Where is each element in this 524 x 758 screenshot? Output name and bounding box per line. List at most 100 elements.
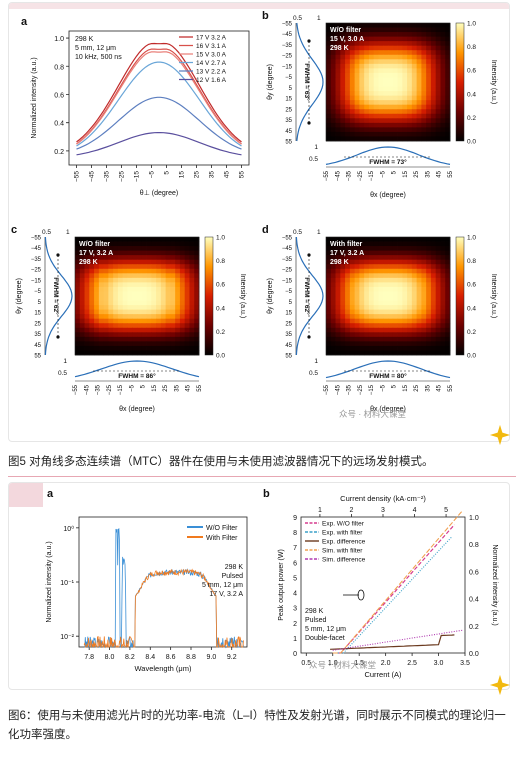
heatmap-cell (435, 336, 441, 342)
heatmap-cell (373, 264, 379, 270)
heatmap-cell (84, 327, 90, 333)
heatmap-cell (411, 327, 418, 333)
heatmap-cell (189, 314, 195, 320)
heatmap-cell (84, 318, 90, 324)
heatmap-cell (445, 63, 451, 69)
heatmap-cell (440, 95, 446, 101)
heatmap-cell (421, 268, 427, 274)
heatmap-cell (440, 72, 446, 78)
heatmap-cell (330, 296, 336, 301)
heatmap-cell (94, 318, 100, 324)
heatmap-cell (416, 341, 422, 347)
heatmap-cell (137, 314, 143, 320)
spectrum-ylabel: Normalized intensity (a.u.) (46, 541, 53, 622)
heatmap-cell (359, 305, 365, 311)
heatmap-cell (94, 305, 100, 311)
heatmap-cell (354, 246, 360, 252)
heatmap-cell (349, 345, 356, 351)
heatmap-cell (175, 282, 181, 288)
heatmap-cell (440, 23, 446, 28)
heatmap-cell (392, 268, 398, 274)
heatmap-cell (345, 100, 351, 106)
heatmap-cell (345, 264, 351, 270)
heatmap-cell (430, 268, 437, 274)
heatmap-cell (326, 277, 332, 283)
heatmap-cell (326, 131, 332, 137)
heatmap-cell (426, 259, 432, 265)
heatmap-cell (137, 282, 143, 288)
heatmap-cell (137, 264, 143, 270)
heatmap-cell (407, 36, 413, 42)
heatmap-cell (141, 296, 147, 301)
heatmap-cell (364, 100, 370, 106)
heatmap-cell (435, 268, 441, 274)
heatmap-cell (335, 336, 341, 342)
heatmap-cell (392, 300, 398, 306)
heatmap-cell (330, 309, 336, 315)
heatmap-cell (397, 131, 403, 137)
heatmap-cell (340, 86, 346, 92)
heatmap-cell (194, 309, 200, 315)
heatmap-cell (440, 104, 446, 110)
bottom-profile-tick-label: 1 (314, 358, 318, 365)
heatmap-cell (426, 291, 432, 297)
heatmap-cell (326, 91, 332, 97)
heatmap-cell (184, 250, 190, 256)
heatmap-cell (340, 296, 346, 301)
heatmap-cell (127, 273, 133, 279)
heatmap-cell (435, 95, 441, 101)
heatmap-cell (179, 264, 186, 270)
heatmap-cell (435, 82, 441, 87)
heatmap-cell (354, 136, 360, 142)
heatmap-cell (117, 309, 124, 315)
top-tick-label: 1 (318, 507, 322, 514)
heatmap-cell (440, 86, 446, 92)
left-tick-label: 8 (293, 530, 297, 537)
heatmap-cell (440, 318, 446, 324)
heatmap-cell (359, 91, 365, 97)
heatmap-cell (326, 282, 332, 288)
heatmap-cell (79, 323, 85, 329)
heatmap-cell (373, 136, 379, 142)
heatmap-cell (407, 345, 413, 351)
heatmap-cell (330, 118, 336, 124)
heatmap-cell (127, 241, 133, 247)
heatmap-cell (421, 122, 427, 128)
heatmap-cell (132, 341, 138, 347)
heatmap-cell (194, 327, 200, 333)
fwhm-y-label: FWHM = 62° (52, 277, 60, 315)
heatmap-cell (388, 36, 394, 42)
intensity-curve (76, 51, 242, 145)
heatmap-cell (388, 300, 394, 306)
heatmap-cell (127, 300, 133, 306)
heatmap-cell (378, 341, 384, 347)
heatmap-cell (416, 327, 422, 333)
heatmap-cell (160, 241, 167, 247)
left-tick-label: 3 (293, 606, 297, 613)
legend-entry: 15 V 3.0 A (196, 52, 227, 59)
heatmap-cell (132, 264, 138, 270)
heat-y-tick-label: 35 (285, 118, 292, 124)
heatmap-cell (75, 259, 81, 265)
heatmap-cell (426, 277, 432, 283)
heatmap-cell (383, 86, 389, 92)
heatmap-cell (430, 332, 437, 338)
heatmap-cell (359, 282, 365, 288)
heatmap-cell (430, 127, 437, 133)
heatmap-cell (383, 23, 389, 28)
heatmap-cell (407, 305, 413, 311)
heatmap-cell (359, 300, 365, 306)
heat-y-tick-label: −55 (282, 236, 293, 242)
heatmap-cell (407, 336, 413, 342)
watermark-text: 众号 · 材料大课堂 (339, 409, 406, 419)
heatmap-cell (421, 23, 427, 28)
heatmap-cell (108, 309, 114, 315)
heatmap-cell (368, 23, 375, 28)
heatmap-cell (378, 32, 384, 38)
heatmap-cell (330, 286, 336, 292)
heatmap-cell (430, 59, 437, 65)
heatmap-cell (165, 314, 171, 320)
heatmap-cell (397, 255, 403, 261)
heatmap-cell (122, 318, 128, 324)
heatmap-cell (122, 264, 128, 270)
